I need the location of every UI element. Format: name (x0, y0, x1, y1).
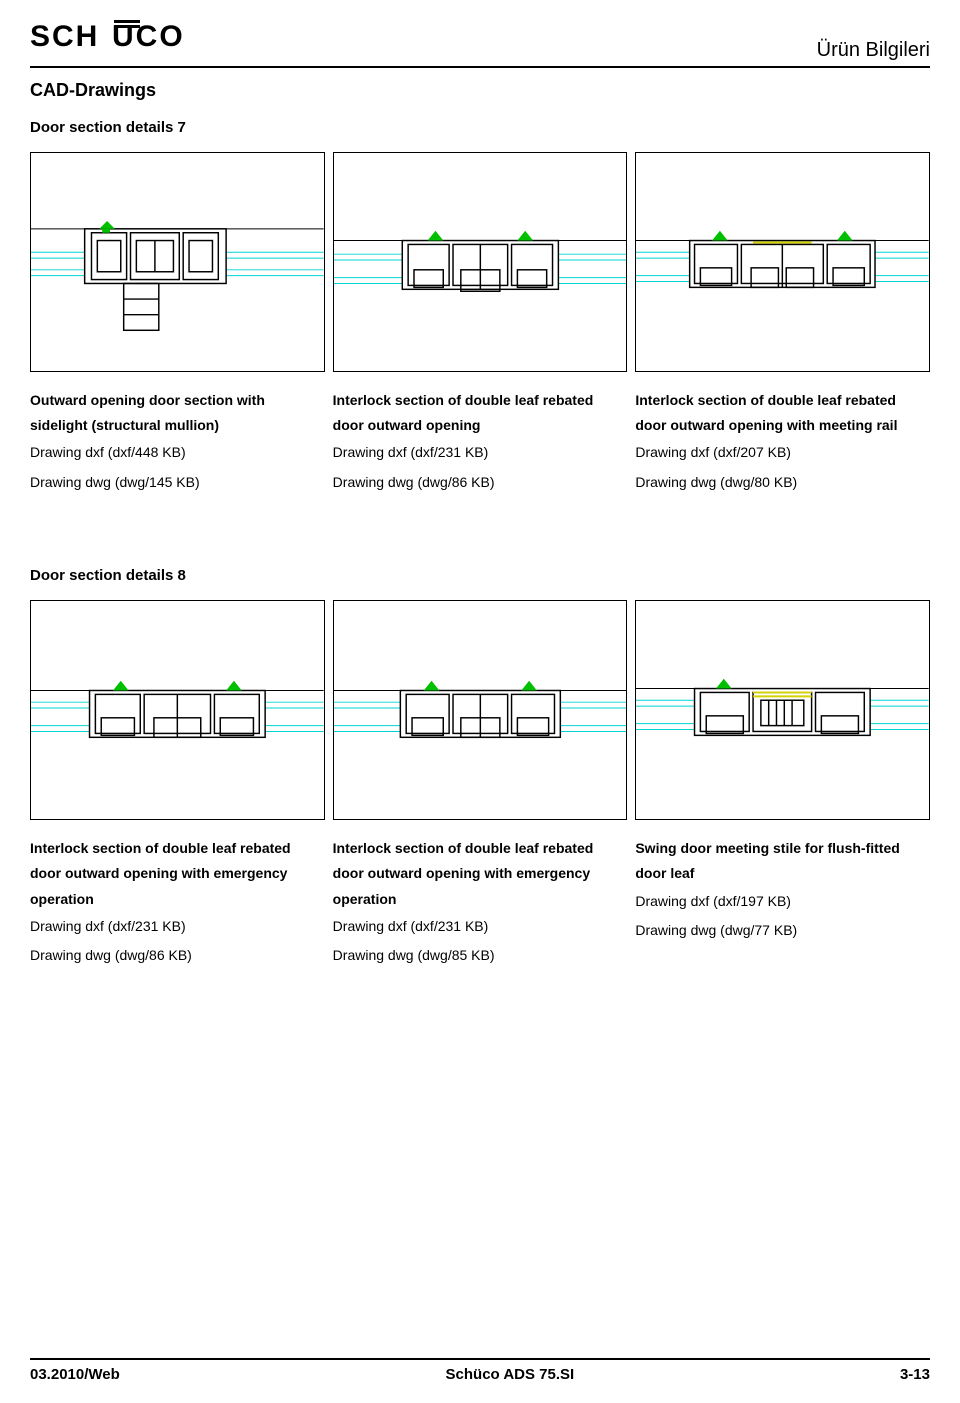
dwg-link[interactable]: Drawing dwg (dwg/86 KB) (333, 474, 495, 490)
dxf-link[interactable]: Drawing dxf (dxf/197 KB) (635, 893, 791, 909)
drawing-card: Swing door meeting stile for flush-fitte… (635, 600, 930, 970)
svg-text:UCO: UCO (112, 20, 185, 53)
dxf-link[interactable]: Drawing dxf (dxf/231 KB) (30, 918, 186, 934)
drawing-thumbnail[interactable] (30, 600, 325, 820)
page-footer: 03.2010/Web Schüco ADS 75.SI 3-13 (30, 1358, 930, 1383)
footer-center: Schüco ADS 75.SI (446, 1366, 575, 1383)
drawing-thumbnail[interactable] (333, 152, 628, 372)
gallery-section-7: Outward opening door section with sideli… (30, 152, 930, 497)
dwg-link[interactable]: Drawing dwg (dwg/86 KB) (30, 947, 192, 963)
dwg-link[interactable]: Drawing dwg (dwg/145 KB) (30, 474, 200, 490)
drawing-title: Swing door meeting stile for flush-fitte… (635, 836, 930, 886)
drawing-card: Interlock section of double leaf rebated… (333, 152, 628, 497)
dxf-link[interactable]: Drawing dxf (dxf/448 KB) (30, 444, 186, 460)
drawing-card: Interlock section of double leaf rebated… (635, 152, 930, 497)
header-category: Ürün Bilgileri (817, 39, 930, 62)
drawing-card: Interlock section of double leaf rebated… (30, 600, 325, 970)
drawing-title: Interlock section of double leaf rebated… (635, 388, 930, 438)
dwg-link[interactable]: Drawing dwg (dwg/80 KB) (635, 474, 797, 490)
drawing-card: Outward opening door section with sideli… (30, 152, 325, 497)
drawing-caption: Interlock section of double leaf rebated… (333, 388, 628, 497)
subsection-8-title: Door section details 8 (30, 567, 930, 584)
svg-text:SCH: SCH (30, 20, 99, 53)
subsection-7-title: Door section details 7 (30, 119, 930, 136)
dwg-link[interactable]: Drawing dwg (dwg/85 KB) (333, 947, 495, 963)
drawing-thumbnail[interactable] (635, 152, 930, 372)
drawing-caption: Outward opening door section with sideli… (30, 388, 325, 497)
dxf-link[interactable]: Drawing dxf (dxf/207 KB) (635, 444, 791, 460)
drawing-caption: Swing door meeting stile for flush-fitte… (635, 836, 930, 945)
drawing-card: Interlock section of double leaf rebated… (333, 600, 628, 970)
page-title: CAD-Drawings (30, 80, 930, 101)
brand-logo: SCH UCO (30, 20, 250, 62)
gallery-section-8: Interlock section of double leaf rebated… (30, 600, 930, 970)
page-header: SCH UCO Ürün Bilgileri (30, 20, 930, 68)
drawing-caption: Interlock section of double leaf rebated… (635, 388, 930, 497)
dwg-link[interactable]: Drawing dwg (dwg/77 KB) (635, 922, 797, 938)
drawing-title: Outward opening door section with sideli… (30, 388, 325, 438)
drawing-title: Interlock section of double leaf rebated… (333, 836, 628, 912)
footer-right: 3-13 (900, 1366, 930, 1383)
drawing-thumbnail[interactable] (30, 152, 325, 372)
footer-left: 03.2010/Web (30, 1366, 120, 1383)
drawing-thumbnail[interactable] (333, 600, 628, 820)
drawing-caption: Interlock section of double leaf rebated… (333, 836, 628, 970)
drawing-title: Interlock section of double leaf rebated… (333, 388, 628, 438)
drawing-title: Interlock section of double leaf rebated… (30, 836, 325, 912)
drawing-caption: Interlock section of double leaf rebated… (30, 836, 325, 970)
dxf-link[interactable]: Drawing dxf (dxf/231 KB) (333, 918, 489, 934)
dxf-link[interactable]: Drawing dxf (dxf/231 KB) (333, 444, 489, 460)
drawing-thumbnail[interactable] (635, 600, 930, 820)
